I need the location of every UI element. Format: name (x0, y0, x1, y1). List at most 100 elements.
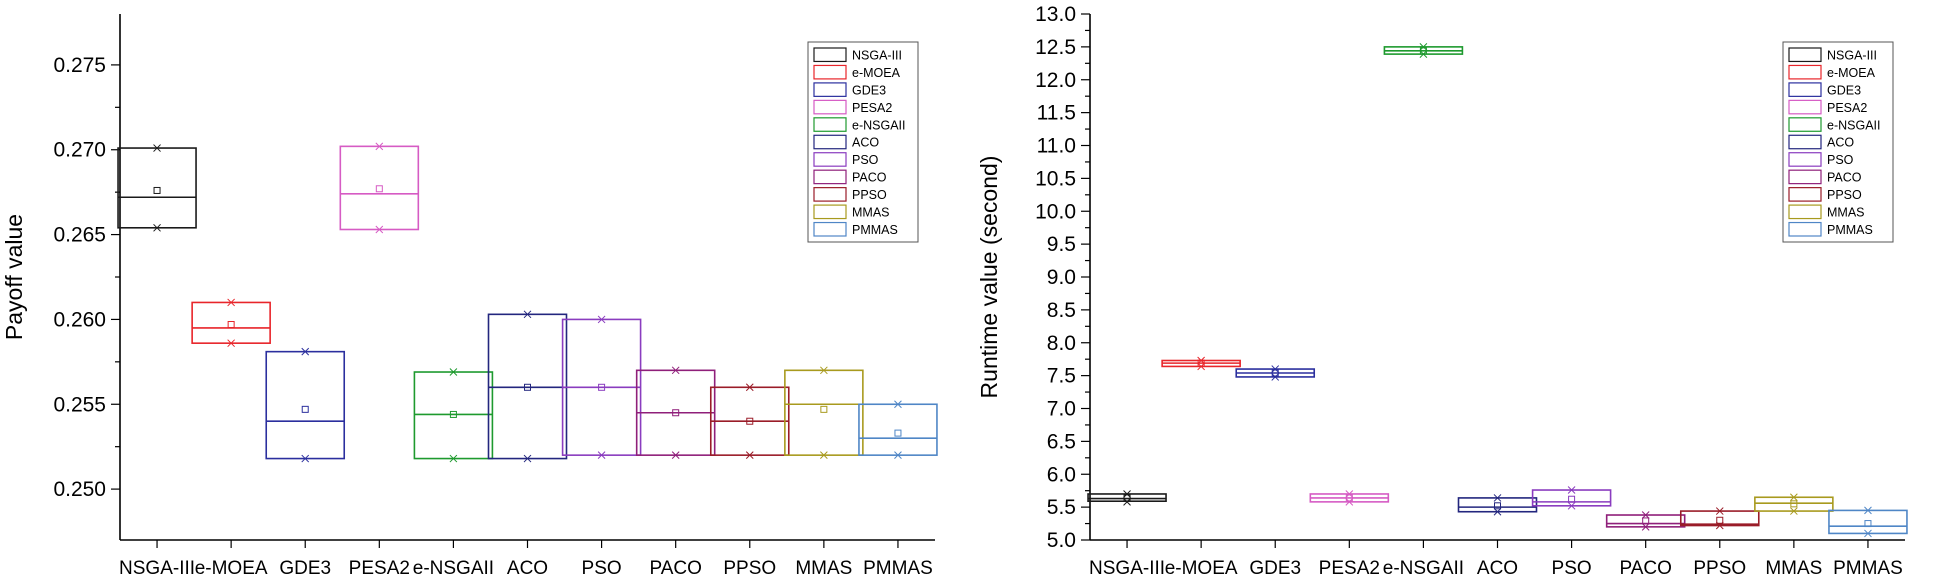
legend-swatch (813, 204, 847, 220)
box-max-marker (894, 400, 902, 409)
y-tick-label: 0.270 (53, 139, 106, 162)
y-tick-label: 5.5 (1047, 496, 1076, 519)
legend-swatch (1788, 134, 1822, 150)
box-min-marker (1197, 362, 1205, 371)
box-max-marker (523, 310, 532, 319)
box-e-nsgaii (1383, 43, 1464, 58)
box-max-marker (671, 366, 680, 375)
y-tick-label: 7.0 (1047, 398, 1076, 421)
box-mmas (1754, 493, 1834, 515)
legend-swatch (1788, 152, 1822, 167)
x-tick-label: MMAS (1765, 558, 1822, 579)
y-axis-title: Payoff value (1, 214, 27, 340)
y-tick-label: 8.0 (1047, 332, 1076, 355)
box-max-marker (820, 366, 828, 375)
box-body (1828, 509, 1908, 535)
legend-label: PPSO (1827, 188, 1862, 202)
box-gde3 (265, 347, 346, 463)
y-tick-label: 10.5 (1035, 167, 1076, 190)
x-tick-label: PESA2 (1319, 558, 1380, 579)
box-max-marker (449, 368, 458, 376)
y-tick-label: 5.0 (1047, 529, 1076, 552)
box-mean-marker (153, 186, 161, 194)
legend-label: e-NSGAII (1827, 118, 1881, 132)
box-e-nsgaii (413, 368, 494, 463)
box-mean-marker (1716, 516, 1724, 524)
legend: NSGA-III e-MOEA GDE3 PESA2 e-NSGAII ACO PSO PAC… (807, 41, 919, 243)
legend-swatch (813, 99, 847, 115)
y-tick-label: 6.0 (1047, 463, 1076, 486)
box-mean-marker (1568, 495, 1576, 503)
legend-swatch (1788, 187, 1822, 202)
legend-swatch (1788, 64, 1822, 80)
y-tick-label: 0.250 (53, 478, 106, 501)
box-max-marker (1493, 494, 1502, 502)
box-body (1457, 497, 1538, 513)
y-tick-label: 0.260 (53, 308, 106, 331)
legend-label: GDE3 (1827, 83, 1861, 97)
box-paco (635, 366, 716, 460)
box-mean-marker (449, 410, 457, 418)
box-min-marker (1567, 501, 1576, 510)
runtime-chart: 5.0 5.5 6.0 6.5 7.0 7.5 8.0 8.5 9.0 9.5 10.0 10.5 11… (976, 3, 1908, 579)
box-max-marker (1197, 356, 1205, 365)
box-max-marker (597, 315, 606, 324)
box-max-marker (1271, 365, 1280, 373)
box-max-marker (301, 347, 310, 356)
box-mean-marker (375, 185, 383, 193)
box-max-marker (1864, 506, 1872, 515)
box-min-marker (597, 451, 606, 460)
box-body (1754, 496, 1834, 512)
legend-label: PACO (852, 171, 887, 185)
legend-label: e-MOEA (852, 66, 901, 80)
box-min-marker (523, 454, 532, 463)
legend-swatch (813, 82, 847, 97)
legend-swatch (1788, 169, 1822, 185)
y-tick-label: 11.0 (1037, 135, 1076, 158)
legend-label: PPSO (852, 188, 887, 202)
legend-swatch (1788, 82, 1822, 97)
legend-label: ACO (1827, 136, 1854, 150)
box-min-marker (1790, 507, 1798, 515)
box-mean-marker (1864, 520, 1872, 528)
box-mean-marker (1642, 517, 1650, 525)
x-tick-label: ACO (1477, 558, 1518, 579)
box-max-marker (1419, 43, 1428, 51)
box-mean-marker (524, 383, 531, 391)
box-paco (1605, 511, 1686, 531)
box-e-moea (1161, 356, 1241, 371)
box-mean-marker (1123, 494, 1131, 502)
box-max-marker (227, 298, 235, 307)
box-min-marker (301, 454, 310, 463)
box-mean-marker (227, 321, 235, 329)
legend-label: PSO (852, 153, 879, 167)
x-tick-label: ACO (507, 558, 548, 579)
legend-swatch (813, 64, 847, 80)
x-tick-label: GDE3 (1249, 558, 1301, 579)
x-tick-label: MMAS (795, 558, 852, 579)
box-body (191, 301, 271, 344)
box-aco (1457, 494, 1538, 516)
legend-swatch (1788, 99, 1822, 115)
box-pmmas (858, 400, 938, 460)
box-min-marker (1271, 373, 1280, 381)
x-tick-label: PACO (649, 558, 701, 579)
legend-label: MMAS (852, 206, 890, 220)
legend-label: NSGA-III (1827, 48, 1877, 62)
x-tick-label: PMMAS (863, 558, 933, 579)
x-tick-label: NSGA-III (1089, 558, 1165, 579)
legend-swatch (813, 221, 847, 237)
x-tick-label: e-NSGAII (1383, 558, 1464, 579)
box-mean-marker (820, 405, 828, 413)
box-max-marker (1123, 490, 1131, 498)
x-tick-label: PPSO (1693, 558, 1746, 579)
box-min-marker (820, 451, 828, 460)
box-nsga-iii (117, 144, 197, 232)
legend-label: e-MOEA (1827, 66, 1876, 80)
y-tick-label: 0.275 (53, 54, 106, 77)
box-min-marker (227, 339, 235, 348)
x-tick-label: GDE3 (279, 558, 331, 579)
y-tick-label: 0.265 (53, 224, 106, 247)
box-body (1605, 514, 1686, 528)
